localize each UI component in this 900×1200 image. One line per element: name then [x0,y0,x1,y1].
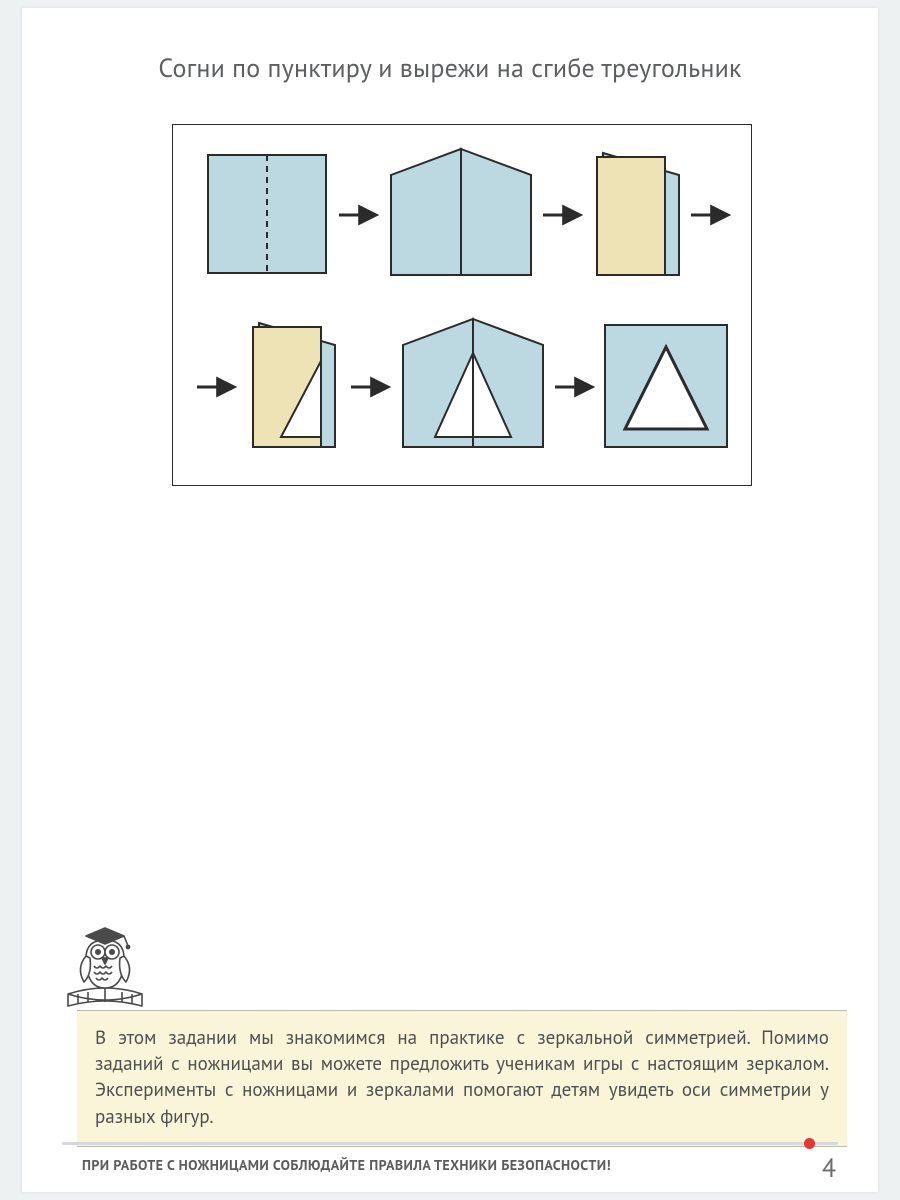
step-3-half-folded [597,153,679,275]
owl-on-book-icon [62,922,148,1012]
page-number: 4 [822,1152,836,1185]
step-4-cut-half-triangle [253,323,335,447]
teachers-note: В этом задании мы знакомимся на практике… [77,1010,847,1147]
worksheet-page: Согни по пунктиру и вырежи на сгибе треу… [22,8,878,1192]
safety-warning: ПРИ РАБОТЕ С НОЖНИЦАМИ СОБЛЮДАЙТЕ ПРАВИЛ… [82,1156,611,1174]
fold-diagram [172,124,752,486]
fold-diagram-svg [173,125,751,485]
step-5-open-with-cut [403,319,543,447]
footer-dot-icon [804,1138,815,1149]
page-title: Согни по пунктиру и вырежи на сгибе треу… [22,52,878,85]
step-1-square [208,155,326,273]
step-6-result [605,325,727,447]
step-2-open-fold [391,149,531,275]
footer-rule [62,1142,838,1145]
